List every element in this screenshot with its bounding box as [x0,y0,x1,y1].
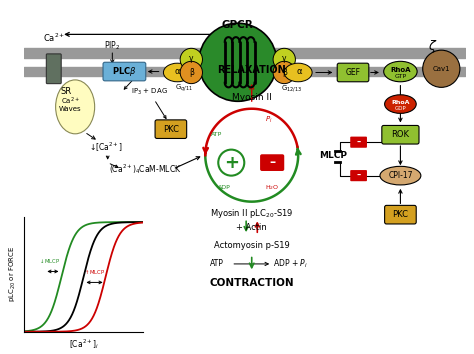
Text: GPCR: GPCR [222,20,254,30]
Text: ATP: ATP [211,132,222,137]
Circle shape [273,48,295,70]
Circle shape [273,61,295,84]
FancyBboxPatch shape [103,62,146,81]
Text: α: α [296,67,302,76]
FancyBboxPatch shape [337,63,369,82]
Text: γ: γ [189,54,193,63]
Text: ATP: ATP [210,259,223,268]
Text: ROK: ROK [392,130,410,139]
Ellipse shape [380,166,421,185]
FancyBboxPatch shape [46,54,61,84]
FancyBboxPatch shape [350,170,367,181]
Text: γ: γ [282,54,286,63]
FancyBboxPatch shape [260,154,284,171]
Text: H$_2$O: H$_2$O [265,183,279,192]
Text: RhoA: RhoA [391,100,410,105]
Text: RELAXATION: RELAXATION [218,65,286,75]
Ellipse shape [55,80,95,134]
FancyBboxPatch shape [155,120,187,138]
Text: ADP + $P_i$: ADP + $P_i$ [273,258,308,270]
Circle shape [180,61,202,84]
Text: Ca$^{2+}$: Ca$^{2+}$ [61,96,80,107]
Text: (Ca$^{2+}$)$_4$CaM-MLCK: (Ca$^{2+}$)$_4$CaM-MLCK [109,162,181,176]
Text: –: – [356,138,361,147]
Text: RhoA: RhoA [390,67,410,73]
Text: Waves: Waves [59,106,82,112]
Text: Myosin II pLC$_{20}$-S19: Myosin II pLC$_{20}$-S19 [210,207,293,220]
Ellipse shape [383,61,417,82]
Text: GDP: GDP [394,106,406,111]
Text: PKC: PKC [392,210,409,219]
Text: SR: SR [60,87,72,97]
Text: PKC: PKC [163,125,179,134]
Text: IP$_3$ + DAG: IP$_3$ + DAG [131,87,168,97]
Text: Actomyosin p-S19: Actomyosin p-S19 [214,241,290,250]
Text: –: – [269,156,275,169]
Text: PLC$\beta$: PLC$\beta$ [112,65,137,78]
Text: ↓[Ca$^{2+}$]: ↓[Ca$^{2+}$] [89,141,123,154]
Text: GTP: GTP [394,74,407,79]
Text: β: β [189,68,194,77]
Text: $\zeta$: $\zeta$ [428,38,438,55]
Text: G$_{q/11}$: G$_{q/11}$ [175,82,193,94]
Text: Ca$^{2+}$: Ca$^{2+}$ [43,32,65,44]
Text: CPI-17: CPI-17 [388,171,413,180]
Text: MLCP: MLCP [319,151,347,160]
Ellipse shape [164,63,191,82]
Circle shape [423,50,460,87]
Text: α: α [174,67,180,76]
Text: GEF: GEF [346,68,361,77]
Ellipse shape [284,63,312,82]
Text: Cav1: Cav1 [432,66,450,72]
Text: + Actin: + Actin [237,223,267,232]
Text: β: β [282,68,287,77]
Ellipse shape [384,95,416,113]
Circle shape [199,23,277,101]
Text: –: – [356,171,361,180]
Text: G$_{12/13}$: G$_{12/13}$ [281,83,302,93]
Text: PIP$_2$: PIP$_2$ [104,39,120,52]
FancyBboxPatch shape [384,205,416,224]
Text: +: + [224,154,239,172]
Text: $P_i$: $P_i$ [264,115,272,125]
Text: ADP: ADP [218,185,230,190]
Circle shape [180,48,202,70]
Circle shape [218,150,244,176]
Text: CONTRACTION: CONTRACTION [210,279,294,289]
FancyBboxPatch shape [382,125,419,144]
Text: Myosin II: Myosin II [232,93,272,102]
FancyBboxPatch shape [350,137,367,148]
